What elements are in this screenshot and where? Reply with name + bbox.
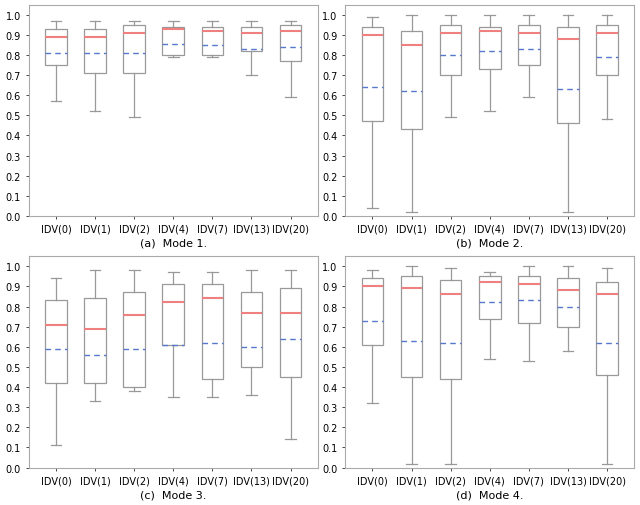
PathPatch shape — [557, 28, 579, 124]
X-axis label: (d)  Mode 4.: (d) Mode 4. — [456, 489, 524, 499]
X-axis label: (c)  Mode 3.: (c) Mode 3. — [140, 489, 207, 499]
PathPatch shape — [124, 26, 145, 74]
PathPatch shape — [280, 289, 301, 377]
PathPatch shape — [163, 28, 184, 56]
PathPatch shape — [596, 283, 618, 375]
PathPatch shape — [202, 28, 223, 56]
PathPatch shape — [401, 277, 422, 377]
PathPatch shape — [45, 301, 67, 383]
PathPatch shape — [518, 277, 540, 323]
PathPatch shape — [241, 28, 262, 52]
PathPatch shape — [362, 279, 383, 345]
PathPatch shape — [518, 26, 540, 66]
PathPatch shape — [280, 26, 301, 62]
PathPatch shape — [84, 299, 106, 383]
PathPatch shape — [440, 26, 461, 76]
PathPatch shape — [596, 26, 618, 76]
X-axis label: (b)  Mode 2.: (b) Mode 2. — [456, 238, 524, 248]
PathPatch shape — [202, 285, 223, 379]
PathPatch shape — [440, 281, 461, 379]
PathPatch shape — [124, 293, 145, 387]
PathPatch shape — [45, 30, 67, 66]
X-axis label: (a)  Mode 1.: (a) Mode 1. — [140, 238, 207, 248]
PathPatch shape — [557, 279, 579, 327]
PathPatch shape — [479, 277, 500, 319]
PathPatch shape — [163, 285, 184, 345]
PathPatch shape — [84, 30, 106, 74]
PathPatch shape — [401, 32, 422, 130]
PathPatch shape — [362, 28, 383, 122]
PathPatch shape — [479, 28, 500, 70]
PathPatch shape — [241, 293, 262, 367]
